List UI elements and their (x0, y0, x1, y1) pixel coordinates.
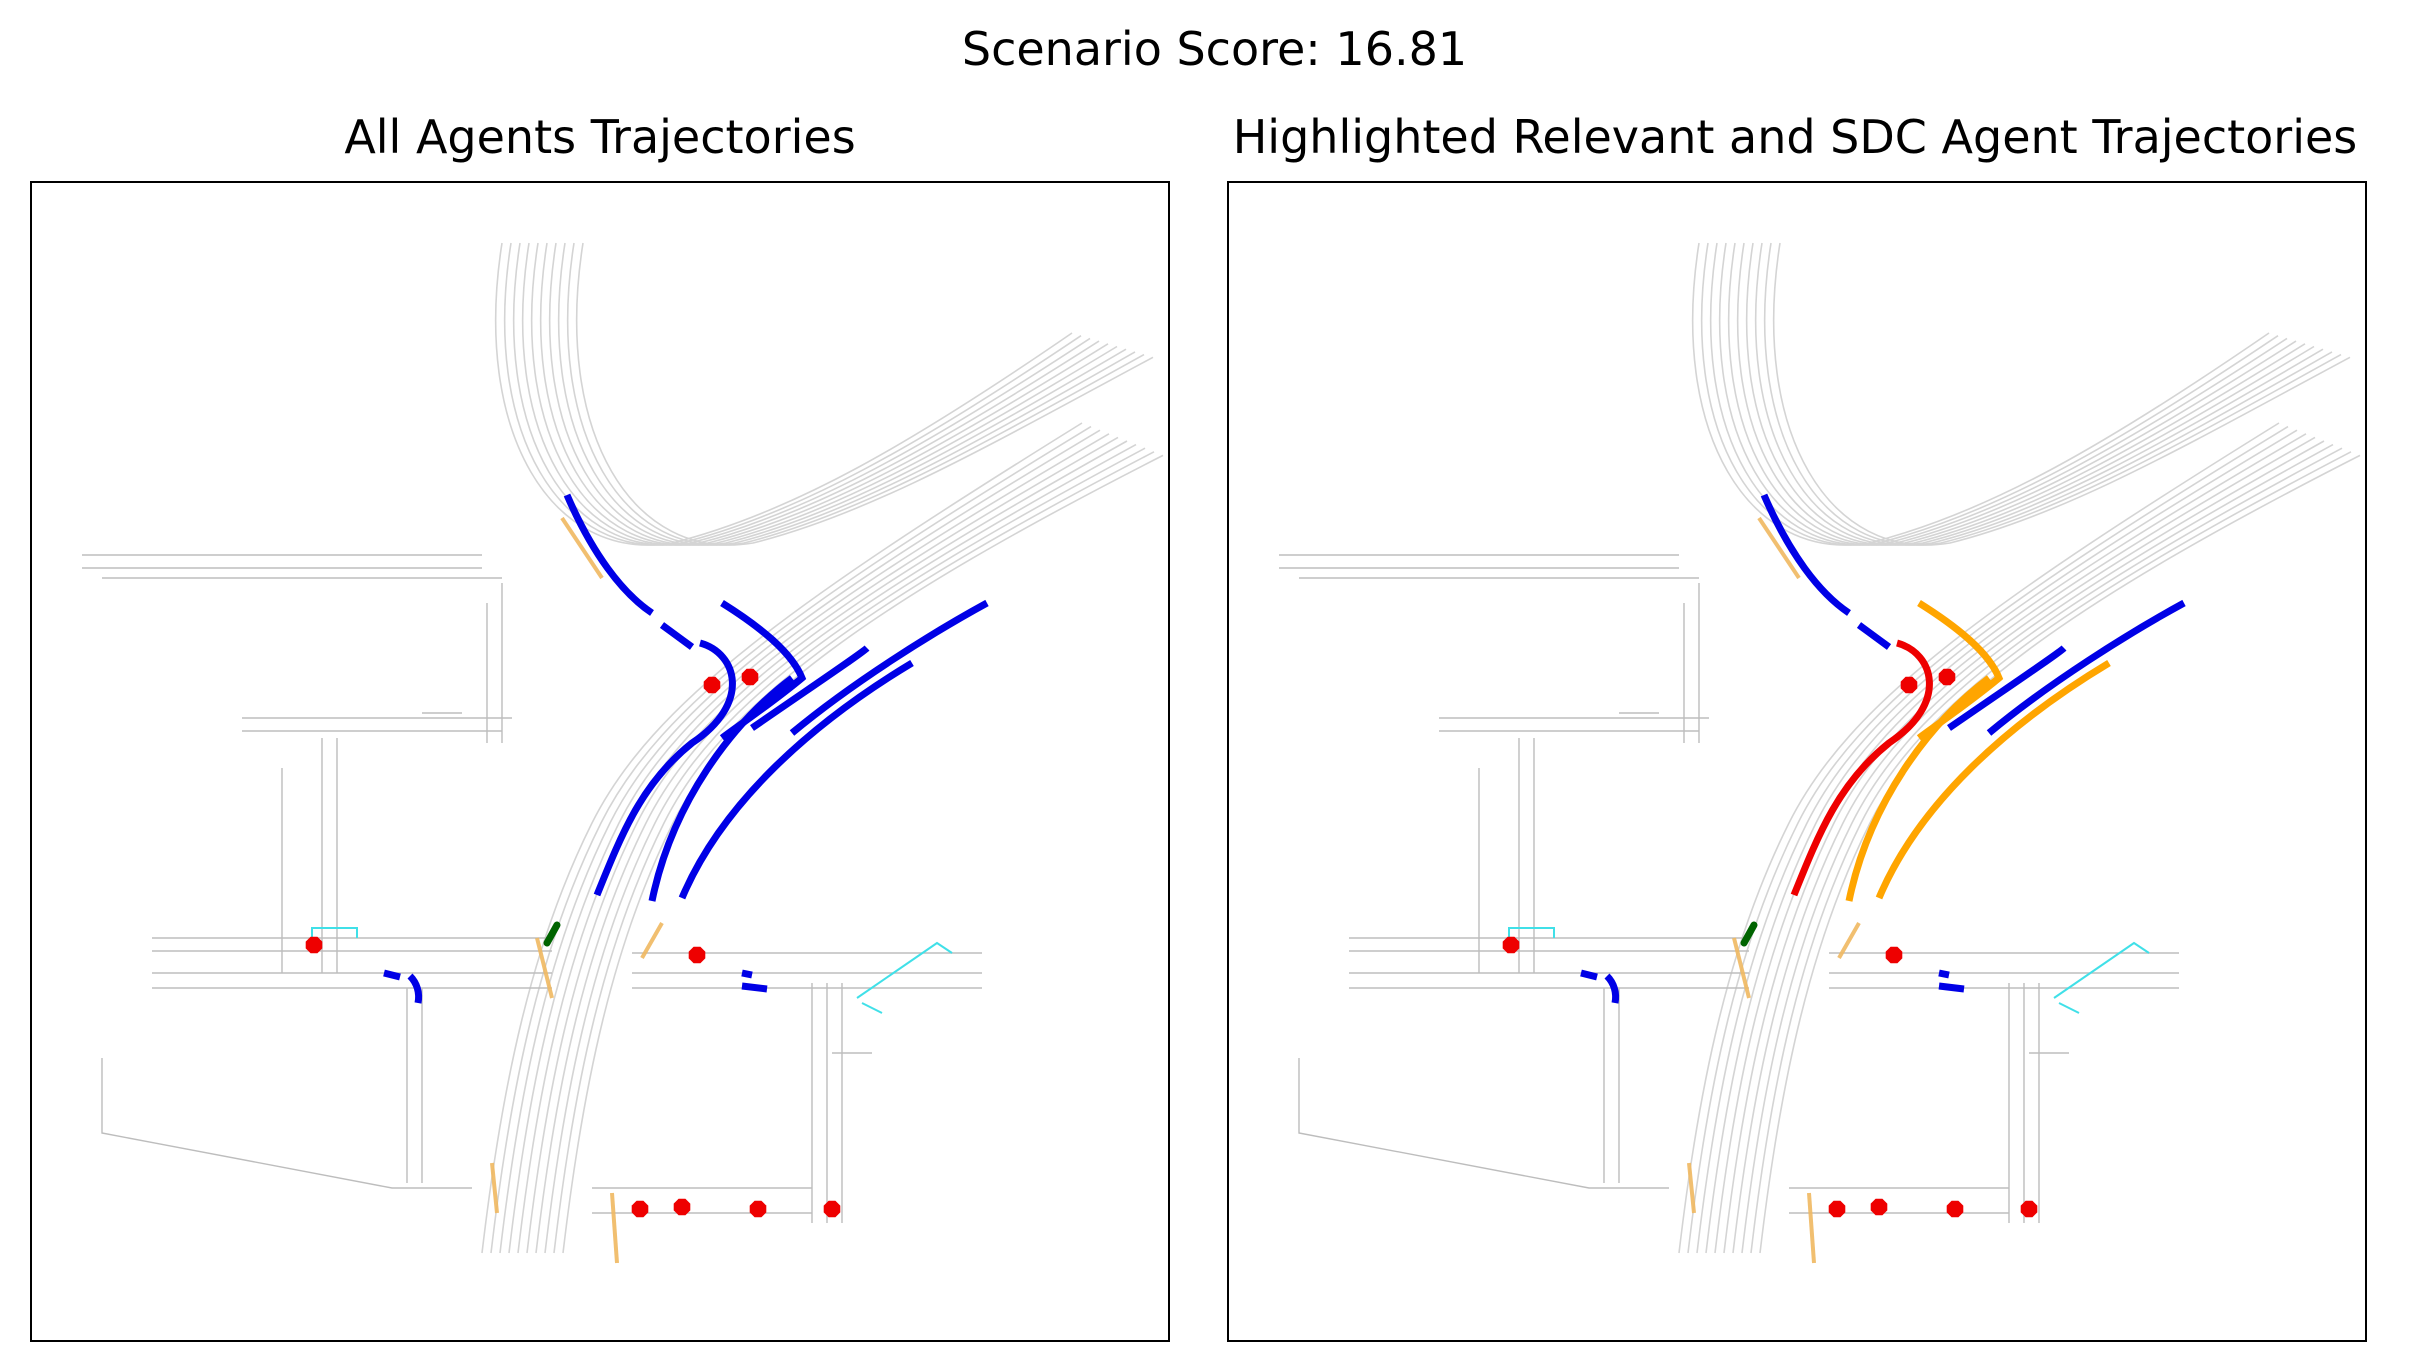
lane-line (1772, 242, 2351, 546)
relevant-agent-trajectory (1875, 659, 2111, 900)
crosswalk (1757, 516, 1801, 580)
agent-trajectories (1580, 493, 2186, 1004)
crosswalk (1687, 1162, 1696, 1214)
road-edge (1298, 1058, 1669, 1189)
agent-trajectories (383, 493, 989, 1004)
stop-sign-icon (631, 1200, 649, 1218)
other-agent-trajectory (750, 645, 870, 731)
crosswalk (535, 937, 554, 999)
relevant-agent-trajectory (1845, 675, 1992, 902)
road-edge (101, 1058, 472, 1189)
cyan-marker (1508, 927, 1555, 938)
lane-line (544, 447, 1146, 1254)
crosswalk (640, 922, 664, 959)
lane-line (575, 242, 1154, 546)
cyan-marker (856, 941, 953, 999)
map-panel-all-agents (30, 181, 1170, 1342)
lane-line (1754, 242, 2333, 546)
cyan-marker (311, 927, 358, 938)
lane-line (1705, 433, 2307, 1254)
map-canvas-all-agents (82, 242, 1164, 1264)
road-network (82, 242, 1164, 1264)
lane-line (1687, 425, 2289, 1254)
lane-line (1745, 242, 2324, 546)
lane-line (1678, 422, 2280, 1254)
lane-line (526, 440, 1128, 1254)
lane-line (490, 425, 1092, 1254)
stop-sign-icon (1885, 946, 1903, 964)
lane-line (481, 422, 1083, 1254)
lane-line (499, 429, 1101, 1254)
map-canvas-highlighted (1279, 242, 2361, 1264)
stop-sign-icon (1828, 1200, 1846, 1218)
road-network (1279, 242, 2361, 1264)
lane-line (553, 451, 1155, 1254)
other-agent-trajectory (1938, 982, 1965, 993)
other-agent-trajectory (1938, 969, 1950, 979)
lane-line (1723, 440, 2325, 1254)
lane-line (535, 443, 1137, 1254)
stop-sign-icon (688, 946, 706, 964)
lane-line (1732, 443, 2334, 1254)
stop-signs (1502, 668, 2038, 1218)
other-agent-trajectory (741, 982, 768, 993)
other-agent-trajectory (1986, 599, 2186, 736)
lane-line (1696, 429, 2298, 1254)
other-agent-trajectory (563, 493, 654, 616)
stop-sign-icon (741, 668, 759, 686)
other-agent-trajectory (678, 659, 914, 900)
parked-agent-trajectory (543, 921, 561, 947)
figure-suptitle: Scenario Score: 16.81 (961, 22, 1468, 76)
other-agent-trajectory (648, 675, 795, 902)
stop-sign-icon (2020, 1200, 2038, 1218)
other-agent-trajectory (741, 969, 753, 979)
lane-line (548, 242, 1127, 546)
stop-sign-icon (1946, 1200, 1964, 1218)
lane-line (557, 242, 1136, 546)
lane-line (1736, 242, 2315, 546)
crosswalk (1837, 922, 1861, 959)
crosswalk (1807, 1192, 1816, 1264)
sdc-agent-trajectory (1790, 639, 1933, 897)
cyan-marker (2053, 941, 2150, 999)
other-agent-trajectory (593, 639, 736, 897)
stop-sign-icon (1900, 676, 1918, 694)
stop-sign-icon (1502, 936, 1520, 954)
lane-line (1763, 242, 2342, 546)
lane-line (508, 433, 1110, 1254)
stop-signs (305, 668, 841, 1218)
other-agent-trajectory (659, 622, 695, 650)
other-agent-trajectory (1604, 973, 1620, 1004)
crosswalk (490, 1162, 499, 1214)
cyan-marker (861, 1002, 883, 1014)
stop-sign-icon (1938, 668, 1956, 686)
stop-sign-icon (305, 936, 323, 954)
other-agent-trajectory (383, 969, 401, 981)
panel-title-all-agents: All Agents Trajectories (344, 110, 856, 164)
crosswalk (1732, 937, 1751, 999)
lane-line (539, 242, 1118, 546)
other-agent-trajectory (1760, 493, 1851, 616)
stop-sign-icon (1870, 1198, 1888, 1216)
other-agent-trajectory (789, 599, 989, 736)
stop-sign-icon (703, 676, 721, 694)
panel-title-highlighted: Highlighted Relevant and SDC Agent Traje… (1232, 110, 2358, 164)
lane-line (1759, 454, 2361, 1254)
stop-sign-icon (749, 1200, 767, 1218)
lane-line (562, 454, 1164, 1254)
other-agent-trajectory (1580, 969, 1598, 981)
lane-line (1750, 451, 2352, 1254)
other-agent-trajectory (407, 973, 423, 1004)
other-agent-trajectory (1947, 645, 2067, 731)
stop-sign-icon (673, 1198, 691, 1216)
parked-agent-trajectory (1740, 921, 1758, 947)
map-panel-highlighted (1227, 181, 2367, 1342)
lane-line (1741, 447, 2343, 1254)
cyan-marker (2058, 1002, 2080, 1014)
lane-line (566, 242, 1145, 546)
crosswalk (560, 516, 604, 580)
crosswalk (610, 1192, 619, 1264)
stop-sign-icon (823, 1200, 841, 1218)
other-agent-trajectory (1856, 622, 1892, 650)
